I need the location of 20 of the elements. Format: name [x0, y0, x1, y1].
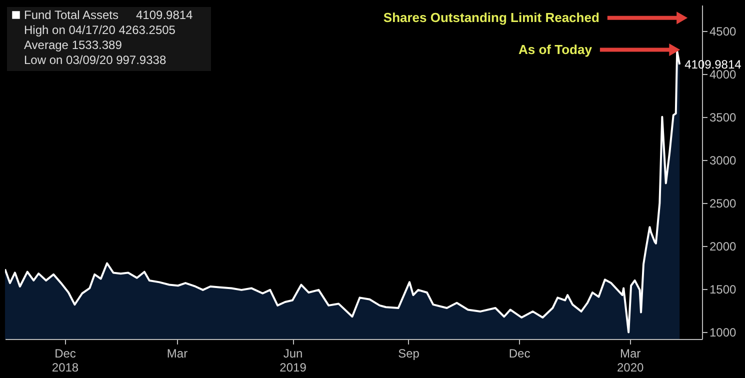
x-tick-label: Jun 2019: [280, 346, 307, 374]
x-tick-label: Mar: [166, 346, 188, 360]
y-tick-label: 3000: [710, 153, 737, 168]
x-tick-label: Sep: [398, 346, 420, 360]
y-tick-label: 1000: [710, 326, 737, 340]
y-tick-label: 1500: [710, 282, 737, 297]
legend-label: Fund Total Assets: [24, 8, 118, 22]
y-tick-label: 2500: [710, 196, 737, 210]
x-tick-label: Mar 2020: [616, 346, 644, 374]
x-tick-label: Dec 2018: [52, 346, 79, 374]
annotation: Average 1533.389: [24, 38, 122, 52]
annotation: High on 04/17/20 4263.2505: [24, 23, 176, 37]
annotation: Low on 03/09/20 997.9338: [24, 53, 166, 67]
y-tick-label: 3500: [710, 110, 737, 124]
y-tick-label: 4500: [710, 24, 737, 38]
annotation: As of Today: [518, 42, 593, 57]
annotation: 4109.9814: [136, 8, 194, 22]
y-tick-label: 2000: [710, 240, 737, 254]
annotation: Shares Outstanding Limit Reached: [383, 10, 600, 25]
x-tick-label: Dec: [508, 346, 530, 360]
